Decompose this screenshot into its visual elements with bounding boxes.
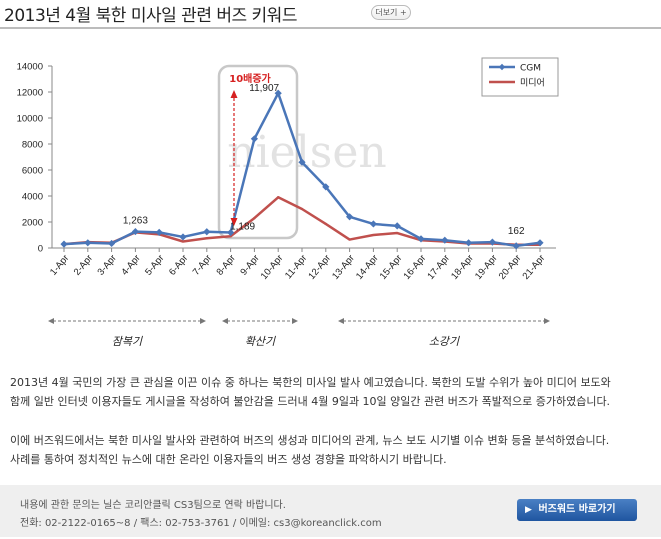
increase-annotation: 10배증가 (229, 72, 271, 85)
more-button[interactable]: 더보기 + (371, 5, 411, 20)
phase-label: 확산기 (245, 335, 276, 348)
x-tick-label: 11-Apr (283, 253, 309, 281)
buzzword-link-label: 버즈워드 바로가기 (538, 504, 616, 515)
cgm-point (536, 239, 544, 247)
description-paragraph-1: 2013년 4월 국민의 가장 큰 관심을 이끈 이슈 중 하나는 북한의 미사… (10, 373, 658, 411)
description-line: 이에 버즈워드에서는 북한 미사일 발사와 관련하여 버즈의 생성과 미디어의 … (10, 434, 610, 447)
legend-box (481, 57, 559, 97)
x-tick-label: 21-Apr (521, 253, 548, 282)
x-tick-label: 3-Apr (96, 253, 119, 278)
y-tick-label: 4000 (22, 192, 43, 203)
y-tick-label: 14000 (17, 62, 43, 73)
x-tick-label: 17-Apr (425, 253, 452, 282)
media-point (396, 232, 399, 235)
legend-label: 미디어 (520, 78, 545, 89)
cgm-point (322, 183, 330, 191)
increase-arrow-head-up (230, 90, 238, 98)
cgm-point (393, 222, 401, 230)
x-tick-label: 5-Apr (143, 253, 166, 278)
description-paragraph-2: 이에 버즈워드에서는 북한 미사일 발사와 관련하여 버즈의 생성과 미디어의 … (10, 431, 658, 469)
buzz-line-chart: 0 2000 4000 6000 8000 10000 12000 14000 1-Apr 2-A… (17, 57, 559, 348)
y-tick-label: 0 (38, 244, 43, 255)
x-tick-label: 19-Apr (473, 253, 500, 282)
x-tick-label: 18-Apr (449, 253, 476, 282)
phase-label: 잠복기 (112, 335, 143, 348)
media-point (301, 208, 303, 210)
cgm-point (203, 228, 211, 236)
y-tick-label: 6000 (22, 166, 43, 177)
cgm-point (369, 220, 377, 228)
cgm-point (60, 240, 68, 248)
phase-arrow-head (544, 318, 550, 324)
x-tick-label: 12-Apr (306, 253, 333, 282)
contact-footer: 내용에 관한 문의는 닐슨 코리안클릭 CS3팀으로 연락 바랍니다. 전화: … (0, 485, 661, 537)
phase-label: 소강기 (429, 335, 460, 348)
media-point (182, 240, 184, 243)
page-header: 2013년 4월 북한 미사일 관련 버즈 키워드 더보기 + (0, 0, 661, 26)
contact-details: 전화: 02-2122-0165~8 / 팩스: 02-753-3761 / 이… (20, 518, 382, 529)
cgm-point (179, 233, 187, 241)
cgm-point (131, 227, 139, 236)
x-tick-label: 20-Apr (497, 253, 524, 282)
phase-arrow-head (200, 318, 206, 324)
phase-arrow-head (222, 318, 228, 324)
media-point (324, 222, 327, 225)
media-point (348, 238, 351, 241)
x-tick-label: 6-Apr (167, 253, 190, 278)
cgm-point (488, 238, 496, 246)
legend-label: CGM (520, 64, 541, 74)
data-label: 1,189 (230, 222, 255, 233)
data-label: 11,907 (249, 83, 279, 94)
page-title: 2013년 4월 북한 미사일 관련 버즈 키워드 (4, 6, 297, 26)
description-line: 함께 일반 인터넷 이용자들도 게시글을 작성하여 불안감을 드러내 4월 9일… (10, 395, 611, 408)
cgm-point (227, 228, 235, 237)
cgm-point (465, 239, 473, 247)
cgm-point (84, 239, 92, 247)
phase-arrow-head (48, 318, 54, 324)
y-tick-label: 8000 (22, 140, 43, 151)
legend-marker (498, 63, 506, 71)
x-tick-label: 13-Apr (330, 253, 357, 282)
x-tick-label: 14-Apr (354, 253, 381, 282)
highlight-box (217, 64, 299, 240)
cgm-point (441, 236, 449, 244)
nielsen-watermark: nielsen (227, 127, 386, 178)
x-tick-label: 10-Apr (259, 253, 286, 282)
description-line: 2013년 4월 국민의 가장 큰 관심을 이끈 이슈 중 하나는 북한의 미사… (10, 376, 611, 389)
cgm-point (298, 158, 306, 166)
cgm-point (417, 235, 425, 243)
media-point (372, 234, 375, 236)
data-label: 162 (508, 226, 525, 237)
phase-arrow-head (338, 318, 344, 324)
cgm-point (155, 228, 163, 236)
chevron-right-icon: ▶ (525, 505, 532, 515)
x-tick-label: 16-Apr (402, 253, 429, 282)
data-label: 1,263 (123, 216, 148, 227)
y-tick-label: 12000 (17, 88, 43, 99)
x-tick-label: 4-Apr (119, 253, 142, 278)
x-tick-label: 2-Apr (72, 253, 95, 278)
x-tick-label: 7-Apr (191, 253, 214, 278)
cgm-point (512, 242, 520, 250)
description-line: 사례를 통하여 정치적인 뉴스에 대한 온라인 이용자들의 버즈 생성 경향을 … (10, 453, 447, 466)
media-point (253, 217, 256, 220)
increase-arrow-head-down (230, 218, 238, 226)
x-tick-label: 1-Apr (48, 253, 71, 278)
phase-arrow-head (292, 318, 298, 324)
cgm-point (108, 239, 116, 248)
contact-text: 내용에 관한 문의는 닐슨 코리안클릭 CS3팀으로 연락 바랍니다. (20, 500, 286, 511)
x-tick-label: 8-Apr (215, 253, 238, 278)
media-point (277, 196, 280, 199)
cgm-point (250, 135, 258, 143)
cgm-point (346, 213, 354, 221)
y-tick-label: 2000 (22, 218, 43, 229)
buzzword-link-button[interactable]: ▶ 버즈워드 바로가기 (517, 499, 637, 521)
title-divider (0, 27, 661, 29)
y-tick-label: 10000 (17, 114, 43, 125)
media-point (229, 235, 232, 238)
media-point (205, 237, 208, 240)
x-tick-label: 15-Apr (378, 253, 405, 282)
